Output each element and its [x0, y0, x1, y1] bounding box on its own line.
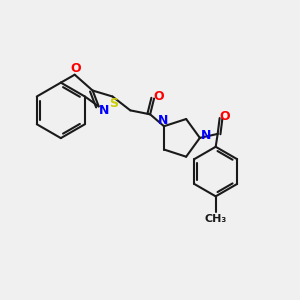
- Text: N: N: [98, 104, 109, 117]
- Text: CH₃: CH₃: [205, 214, 227, 224]
- Text: N: N: [201, 129, 211, 142]
- Text: N: N: [158, 114, 168, 127]
- Text: O: O: [70, 62, 81, 75]
- Text: O: O: [154, 90, 164, 103]
- Text: O: O: [219, 110, 230, 123]
- Text: S: S: [109, 97, 118, 110]
